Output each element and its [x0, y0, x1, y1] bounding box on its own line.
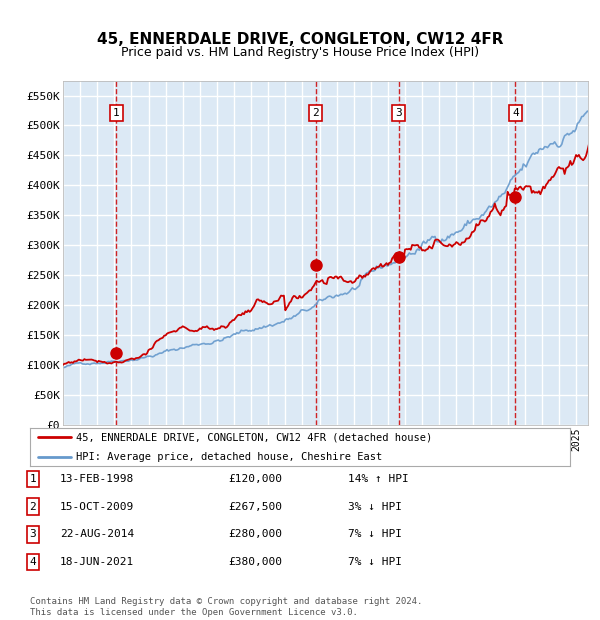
Text: 7% ↓ HPI: 7% ↓ HPI	[348, 529, 402, 539]
Text: HPI: Average price, detached house, Cheshire East: HPI: Average price, detached house, Ches…	[76, 451, 382, 462]
Text: 2: 2	[29, 502, 37, 512]
Text: 1: 1	[113, 108, 120, 118]
Text: 4: 4	[29, 557, 37, 567]
Text: 13-FEB-1998: 13-FEB-1998	[60, 474, 134, 484]
Text: 14% ↑ HPI: 14% ↑ HPI	[348, 474, 409, 484]
Text: 4: 4	[512, 108, 519, 118]
Text: 2: 2	[313, 108, 319, 118]
Text: 45, ENNERDALE DRIVE, CONGLETON, CW12 4FR: 45, ENNERDALE DRIVE, CONGLETON, CW12 4FR	[97, 32, 503, 47]
Text: 15-OCT-2009: 15-OCT-2009	[60, 502, 134, 512]
Text: 3: 3	[395, 108, 402, 118]
Text: £380,000: £380,000	[228, 557, 282, 567]
Text: 45, ENNERDALE DRIVE, CONGLETON, CW12 4FR (detached house): 45, ENNERDALE DRIVE, CONGLETON, CW12 4FR…	[76, 432, 432, 443]
Text: 3% ↓ HPI: 3% ↓ HPI	[348, 502, 402, 512]
Text: 22-AUG-2014: 22-AUG-2014	[60, 529, 134, 539]
Text: 7% ↓ HPI: 7% ↓ HPI	[348, 557, 402, 567]
Text: 3: 3	[29, 529, 37, 539]
Text: £280,000: £280,000	[228, 529, 282, 539]
Text: 1: 1	[29, 474, 37, 484]
Text: £267,500: £267,500	[228, 502, 282, 512]
Text: Contains HM Land Registry data © Crown copyright and database right 2024.
This d: Contains HM Land Registry data © Crown c…	[30, 598, 422, 617]
Text: £120,000: £120,000	[228, 474, 282, 484]
Text: 18-JUN-2021: 18-JUN-2021	[60, 557, 134, 567]
Text: Price paid vs. HM Land Registry's House Price Index (HPI): Price paid vs. HM Land Registry's House …	[121, 46, 479, 59]
